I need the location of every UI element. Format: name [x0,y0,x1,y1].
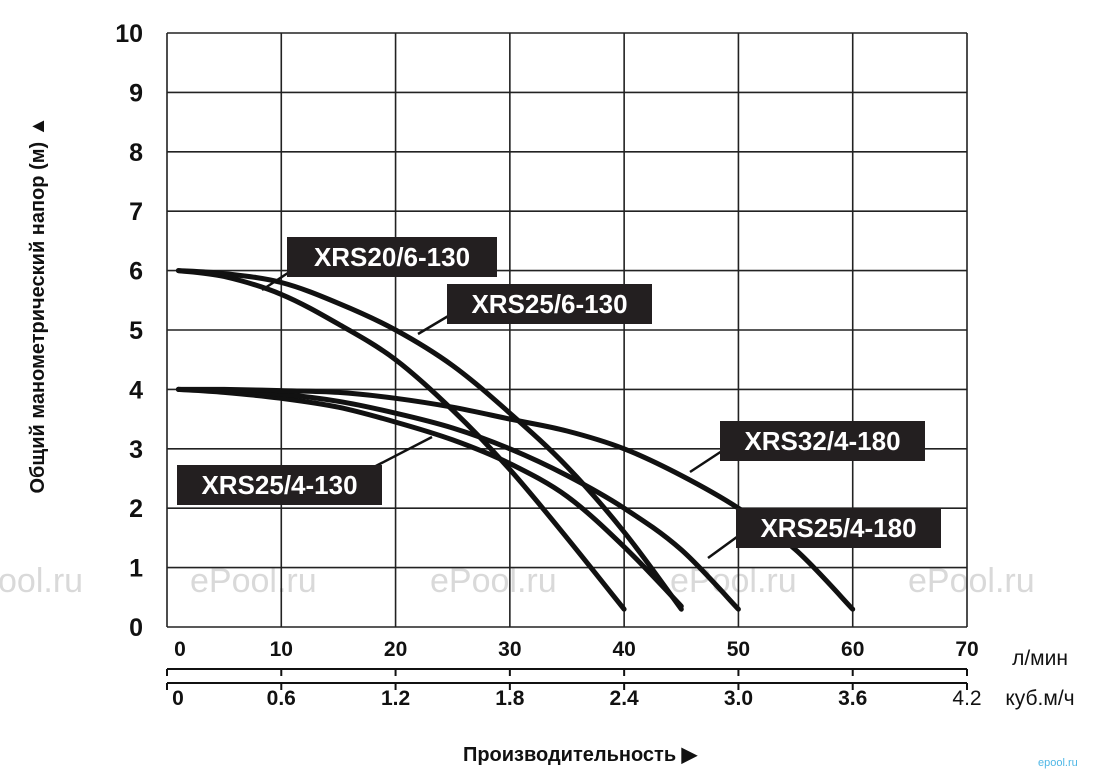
x-tick-label-primary: 30 [498,638,521,661]
series-curve-xrs20-6-130 [175,268,627,612]
y-tick-label: 3 [129,436,143,464]
x-axis-label: Производительность ▶ [463,744,699,766]
y-tick-label: 6 [129,258,143,286]
y-tick-label: 4 [129,376,143,404]
series-label-box [720,421,925,461]
x-tick-label-secondary: 1.8 [495,687,525,710]
x-unit-primary: л/мин [1012,647,1068,670]
x-tick-label-primary: 70 [955,638,978,661]
y-axis-label: Общий манометрический напор (м) ▲ [27,116,49,493]
watermark: ool.ru [0,562,83,600]
x-unit-secondary: куб.м/ч [1005,687,1074,710]
x-tick-label-secondary: 0.6 [267,687,296,710]
x-tick-label-secondary: 1.2 [381,687,410,710]
x-tick-label-secondary: 3.0 [724,687,753,710]
series-label-box [287,237,497,277]
series-curve-xrs25-6-130 [175,268,684,612]
x-tick-label-primary: 10 [270,638,293,661]
y-tick-label: 0 [129,614,143,642]
x-tick-label-primary: 60 [841,638,864,661]
series-curve-xrs25-4-180 [175,386,741,612]
x-tick-label-primary: 0 [174,638,186,661]
series-label: XRS32/4-180 [744,426,900,456]
y-tick-label: 7 [129,198,143,226]
leader-line [689,447,726,474]
y-tick-label: 5 [129,317,143,345]
x-axis-ticks: 0 10 20 30 40 50 60 70 0 0.6 1.2 1.8 2.4 3.0 3.6 4.2 [166,638,982,710]
series-label: XRS25/6-130 [471,289,627,319]
y-tick-label: 1 [129,555,143,583]
leader-line [707,532,742,560]
y-axis-ticks: 0 1 2 3 4 5 6 7 8 9 10 [115,20,143,642]
series-label-box [447,284,652,324]
x-tick-label-secondary: 2.4 [610,687,640,710]
y-tick-label: 9 [129,79,143,107]
x-tick-label-primary: 50 [727,638,750,661]
series-label: XRS20/6-130 [314,242,470,272]
corner-watermark: epool.ru [1038,757,1078,769]
series-label-box [736,508,941,548]
x-tick-label-secondary: 4.2 [952,687,981,710]
series-label: XRS25/4-180 [760,513,916,543]
y-tick-label: 10 [115,20,143,48]
x-tick-label-secondary: 0 [172,687,184,710]
series-label-box [177,465,382,505]
x-tick-label-secondary: 3.6 [838,687,867,710]
y-tick-label: 2 [129,495,143,523]
y-tick-label: 8 [129,139,143,167]
leader-line [371,435,433,470]
x-tick-label-primary: 20 [384,638,407,661]
series-curve-xrs25-4-130 [175,386,684,609]
x-tick-label-primary: 40 [612,638,635,661]
series-label: XRS25/4-130 [201,470,357,500]
